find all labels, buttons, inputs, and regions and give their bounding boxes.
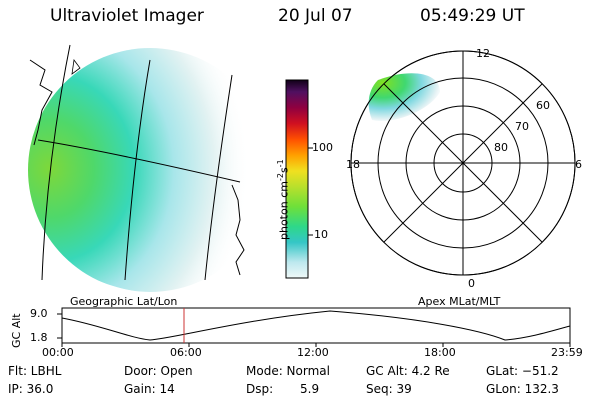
colorbar-label: photon cm-2s-1 <box>276 159 291 240</box>
gain-label: Gain: 14 <box>124 382 175 396</box>
timeline-tick: 18:00 <box>424 346 456 359</box>
altitude-curve <box>61 310 571 341</box>
timeline-tick: 23:59 <box>551 346 583 359</box>
seq-label: Seq: 39 <box>366 382 412 396</box>
timeline-ymin: 1.8 <box>30 331 48 344</box>
mlt-0-label: 0 <box>468 277 475 290</box>
geographic-caption: Geographic Lat/Lon <box>70 295 178 308</box>
timeline-tick: 00:00 <box>42 346 74 359</box>
mlat-80-label: 80 <box>494 141 508 154</box>
mlat-60-label: 60 <box>536 99 550 112</box>
timeline-ylabel: GC Alt <box>10 313 23 348</box>
colorbar-tick-10: 10 <box>314 228 328 241</box>
ip-label: IP: 36.0 <box>8 382 54 396</box>
coastline-east <box>231 184 245 276</box>
filter-label: Flt: LBHL <box>8 364 62 378</box>
mlat-70-label: 70 <box>515 120 529 133</box>
meridian-2 <box>124 59 151 281</box>
apex-caption: Apex MLat/MLT <box>418 295 501 308</box>
image-time: 05:49:29 UT <box>420 6 525 26</box>
dsp-value: 5.9 <box>300 382 320 396</box>
glon-label: GLon: 132.3 <box>486 382 559 396</box>
mlt-18-label: 18 <box>346 158 360 171</box>
mlt-6-label: 6 <box>575 158 582 171</box>
altitude-timeline <box>57 307 571 347</box>
colorbar-tick-100: 100 <box>312 141 333 154</box>
colorbar <box>285 79 313 279</box>
timeline-tick: 12:00 <box>297 346 329 359</box>
polar-plot <box>350 50 576 276</box>
timeline-ymax: 9.0 <box>30 307 48 320</box>
meridian-3 <box>204 74 233 281</box>
mode-label: Mode: Normal <box>246 364 330 378</box>
coastline <box>29 59 53 146</box>
meridian-1 <box>41 44 71 281</box>
timeline-tick: 06:00 <box>170 346 202 359</box>
dsp-label: Dsp: <box>246 382 274 396</box>
door-label: Door: Open <box>124 364 193 378</box>
geographic-image <box>28 44 250 292</box>
instrument-title: Ultraviolet Imager <box>50 6 204 26</box>
mlt-12-label: 12 <box>476 47 490 60</box>
gc-alt-label: GC Alt: 4.2 Re <box>366 364 450 378</box>
glat-label: GLat: −51.2 <box>486 364 559 378</box>
image-date: 20 Jul 07 <box>278 6 353 26</box>
